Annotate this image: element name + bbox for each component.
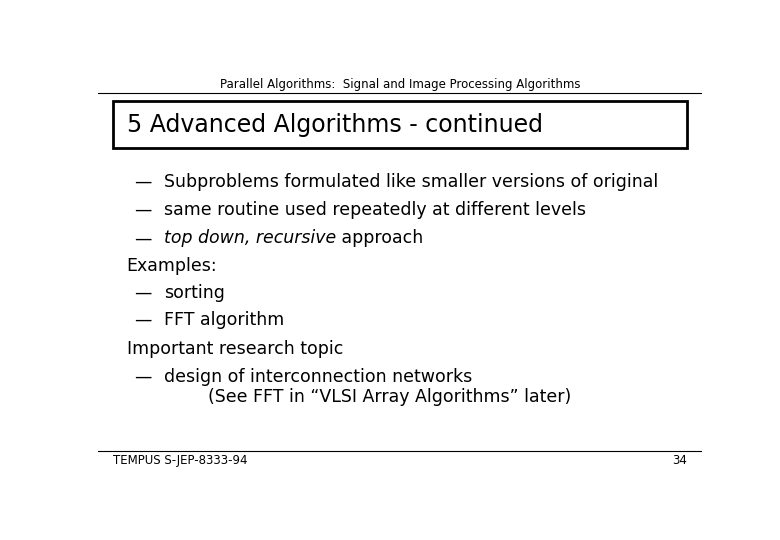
Text: Examples:: Examples: (126, 257, 217, 275)
Text: same routine used repeatedly at different levels: same routine used repeatedly at differen… (164, 201, 586, 219)
Text: 5 Advanced Algorithms - continued: 5 Advanced Algorithms - continued (126, 113, 543, 137)
Text: 34: 34 (672, 454, 687, 467)
Text: Subproblems formulated like smaller versions of original: Subproblems formulated like smaller vers… (164, 173, 658, 191)
Text: sorting: sorting (164, 284, 225, 301)
Text: —: — (134, 230, 151, 247)
Text: approach: approach (336, 230, 424, 247)
Text: —: — (134, 368, 151, 386)
Text: Important research topic: Important research topic (126, 340, 343, 358)
Bar (112, 102, 687, 148)
Text: top down, recursive: top down, recursive (164, 230, 336, 247)
Text: —: — (134, 201, 151, 219)
Text: FFT algorithm: FFT algorithm (164, 311, 284, 329)
Text: —: — (134, 173, 151, 191)
Text: design of interconnection networks
        (See FFT in “VLSI Array Algorithms” l: design of interconnection networks (See … (164, 368, 571, 406)
Text: Parallel Algorithms:  Signal and Image Processing Algorithms: Parallel Algorithms: Signal and Image Pr… (219, 78, 580, 91)
Text: TEMPUS S-JEP-8333-94: TEMPUS S-JEP-8333-94 (112, 454, 247, 467)
Text: —: — (134, 311, 151, 329)
Text: —: — (134, 284, 151, 301)
